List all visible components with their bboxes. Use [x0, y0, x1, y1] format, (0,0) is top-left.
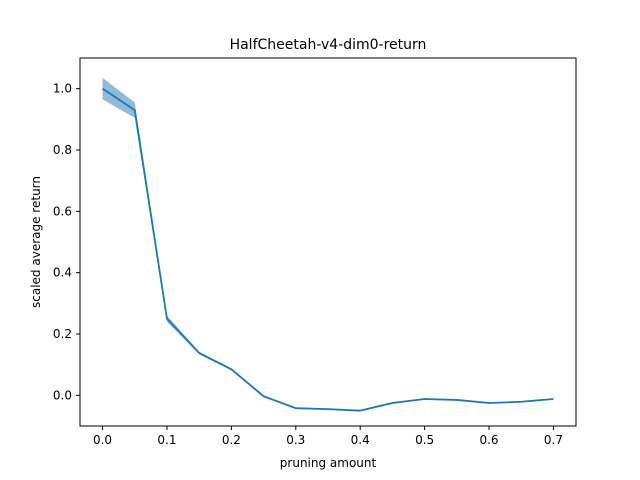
series-0-point: [230, 368, 232, 370]
y-tick-label: 0.6: [53, 204, 72, 218]
plot-layer: [101, 77, 554, 412]
y-axis-label: scaled average return: [29, 176, 43, 308]
series-0-point: [391, 402, 393, 404]
series-0-point: [134, 109, 136, 111]
series-0-point: [262, 395, 264, 397]
series-0-line: [102, 87, 554, 412]
series-0-point: [552, 398, 554, 400]
series-0-point: [101, 87, 103, 89]
y-tick-label: 0.2: [53, 327, 72, 341]
x-tick-label: 0.7: [544, 433, 563, 447]
series-0-point: [359, 409, 361, 411]
y-tick-label: 1.0: [53, 82, 72, 96]
x-tick-label: 0.4: [351, 433, 370, 447]
y-tick-label: 0.8: [53, 143, 72, 157]
x-tick-label: 0.3: [286, 433, 305, 447]
series-0-point: [488, 402, 490, 404]
y-tick-label: 0.0: [53, 388, 72, 402]
chart-title: HalfCheetah-v4-dim0-return: [230, 37, 427, 53]
x-tick-label: 0.1: [157, 433, 176, 447]
x-tick-label: 0.2: [222, 433, 241, 447]
series-0-point: [198, 352, 200, 354]
series-0-point: [295, 407, 297, 409]
x-tick-label: 0.5: [415, 433, 434, 447]
axes-frame: [79, 57, 577, 427]
x-tick-label: 0.6: [479, 433, 498, 447]
y-tick-label: 0.4: [53, 266, 72, 280]
series-0-point: [456, 399, 458, 401]
series-0-point: [423, 398, 425, 400]
ticks-layer: 0.0 0.1 0.2 0.3 0.4 0.5 0.6 0.7 0.0 0.2 0.4 0.6 0.8 1…: [53, 82, 563, 447]
x-tick-label: 0.0: [93, 433, 112, 447]
series-0-point: [520, 401, 522, 403]
series-0-point: [166, 317, 168, 319]
series-0-point: [327, 408, 329, 410]
x-axis-label: pruning amount: [280, 456, 377, 470]
